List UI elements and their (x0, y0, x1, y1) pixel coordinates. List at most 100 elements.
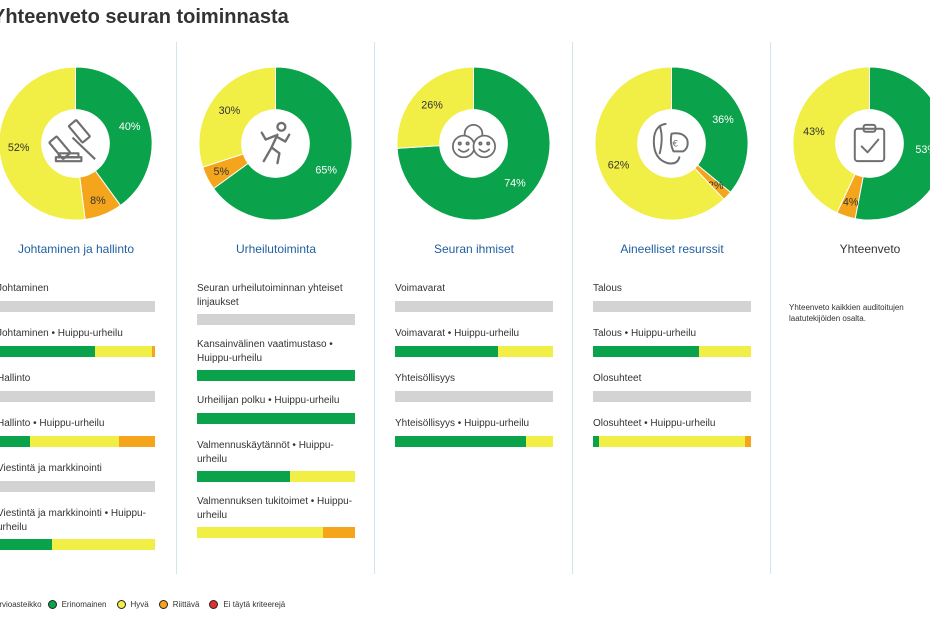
metric-item[interactable]: Hallinto (0, 372, 155, 402)
donut-center (835, 109, 904, 178)
donut-chart: 74% 26% (396, 66, 551, 221)
donut-label-orange: 8% (90, 195, 106, 207)
legend-item-sufficient: Riittävä (158, 600, 200, 609)
donut-label-green: 53% (915, 144, 930, 156)
bar-segment-green (197, 370, 355, 381)
legend-label: Riittävä (172, 600, 200, 609)
metric-bar (0, 301, 155, 312)
page-title: Yhteenveto seuran toiminnasta (0, 6, 289, 28)
metric-bar (197, 471, 355, 482)
metric-bar (0, 481, 155, 492)
legend-label: Erinomainen (61, 600, 107, 609)
bar-segment-orange (118, 436, 155, 447)
metric-item[interactable]: Yhteisöllisyys • Huippu-urheilu (395, 417, 553, 447)
metric-item[interactable]: Seuran urheilutoiminnan yhteiset linjauk… (197, 282, 355, 325)
metric-item[interactable]: Valmennuskäytännöt • Huippu-urheilu (197, 439, 355, 482)
donut-label-green: 40% (119, 121, 141, 133)
bar-segment-green (395, 436, 527, 447)
metric-item[interactable]: Viestintä ja markkinointi • Huippu-urhei… (0, 507, 155, 550)
runner-icon (260, 121, 291, 165)
bar-segment-yellow (526, 436, 553, 447)
metric-item[interactable]: Talous • Huippu-urheilu (593, 327, 751, 357)
category-column-summary: 53% 4% 43% Yhteenveto Yhteenveto kaikkien … (770, 42, 930, 574)
metric-item[interactable]: Kansainvälinen vaatimustaso • Huippu-urh… (197, 338, 355, 381)
metric-item[interactable]: Voimavarat (395, 282, 553, 312)
metric-item[interactable]: Olosuhteet (593, 372, 751, 402)
bar-segment-yellow (30, 436, 119, 447)
clipboard-check-icon (853, 123, 886, 163)
metric-item[interactable]: Yhteisöllisyys (395, 372, 553, 402)
metric-bar (395, 391, 553, 402)
category-title-link[interactable]: Seuran ihmiset (433, 242, 515, 256)
metric-label: Viestintä ja markkinointi • Huippu-urhei… (0, 508, 146, 533)
bar-segment-green (0, 436, 31, 447)
metric-bar (593, 391, 751, 402)
metric-label: Valmennuksen tukitoimet • Huippu-urheilu (197, 496, 353, 521)
donut-label-yellow: 30% (219, 105, 241, 117)
metric-label: Yhteisöllisyys • Huippu-urheilu (395, 418, 530, 429)
donut-slice-green (75, 66, 153, 207)
donut-label-green: 74% (504, 177, 526, 189)
bar-segment-green (593, 436, 600, 447)
metric-label: Talous • Huippu-urheilu (593, 328, 697, 339)
metric-bar (0, 539, 155, 550)
metric-item[interactable]: Johtaminen (0, 282, 155, 312)
bar-segment-orange (744, 436, 751, 447)
bar-segment-yellow (698, 346, 751, 357)
category-title-link[interactable]: Johtaminen ja hallinto (17, 242, 135, 256)
metric-item[interactable]: Talous (593, 282, 751, 312)
metric-label: Kansainvälinen vaatimustaso • Huippu-urh… (197, 339, 333, 364)
metric-label: Seuran urheilutoiminnan yhteiset linjauk… (197, 283, 343, 308)
bar-segment-green (593, 346, 699, 357)
bar-segment-yellow (290, 471, 355, 482)
legend-item-excellent: Erinomainen (47, 600, 107, 609)
legend-item-fails: Ei täytä kriteerejä (209, 600, 285, 609)
metric-item[interactable]: Johtaminen • Huippu-urheilu (0, 327, 155, 357)
metric-item[interactable]: Urheilijan polku • Huippu-urheilu (197, 394, 355, 424)
summary-title: Yhteenveto (839, 242, 901, 256)
category-title-link[interactable]: Aineelliset resurssit (620, 242, 724, 256)
metric-label: Urheilijan polku • Huippu-urheilu (197, 395, 340, 406)
metric-bar (197, 370, 355, 381)
metric-label: Johtaminen (0, 283, 49, 294)
legend-dot-icon (47, 600, 57, 609)
metric-item[interactable]: Viestintä ja markkinointi (0, 462, 155, 492)
donut-label-yellow: 62% (608, 159, 630, 171)
metric-item[interactable]: Hallinto • Huippu-urheilu (0, 417, 155, 447)
category-column-leadership: 40% 8% 52% Johtaminen ja hallinto Johtamin… (0, 42, 175, 574)
legend-label: Hyvä (130, 600, 149, 609)
category-column-sports: 65% 5% 30% Urheilutoiminta Seuran urheilut… (176, 42, 375, 574)
metric-label: Olosuhteet • Huippu-urheilu (593, 418, 716, 429)
donut-slice-yellow (792, 66, 870, 214)
legend-item-good: Hyvä (116, 600, 149, 609)
metric-bar (197, 413, 355, 424)
donut-chart: 40% 8% 52% (0, 66, 153, 221)
summary-note: Yhteenveto kaikkien auditoitujen laatute… (789, 303, 904, 323)
legend-title: Arvioasteikko (0, 600, 42, 609)
metric-bar (197, 314, 355, 325)
bar-segment-yellow (497, 346, 553, 357)
metric-bar (395, 346, 553, 357)
metric-label: Valmennuskäytännöt • Huippu-urheilu (197, 440, 334, 465)
donut-center (241, 109, 310, 178)
bar-segment-yellow (197, 527, 324, 538)
donut-chart: 65% 5% 30% (198, 66, 353, 221)
donut-label-orange: 4% (843, 196, 859, 208)
metric-bar (0, 391, 155, 402)
donut-label-yellow: 26% (421, 99, 443, 111)
metric-bar (0, 346, 155, 357)
metric-bar (395, 436, 553, 447)
bar-segment-yellow (599, 436, 745, 447)
metric-item[interactable]: Valmennuksen tukitoimet • Huippu-urheilu (197, 495, 355, 538)
metric-item[interactable]: Olosuhteet • Huippu-urheilu (593, 417, 751, 447)
category-title-link[interactable]: Urheilutoiminta (235, 242, 317, 256)
legend-dot-icon (158, 600, 168, 609)
metric-label: Talous (593, 283, 622, 294)
metric-label: Hallinto • Huippu-urheilu (0, 418, 105, 429)
legend-dot-icon (209, 600, 219, 609)
rating-legend: Arvioasteikko Erinomainen Hyvä Riittävä … (0, 600, 295, 609)
donut-label-orange: 5% (213, 166, 229, 178)
bar-segment-green (395, 346, 498, 357)
metric-item[interactable]: Voimavarat • Huippu-urheilu (395, 327, 553, 357)
bar-segment-yellow (94, 346, 152, 357)
